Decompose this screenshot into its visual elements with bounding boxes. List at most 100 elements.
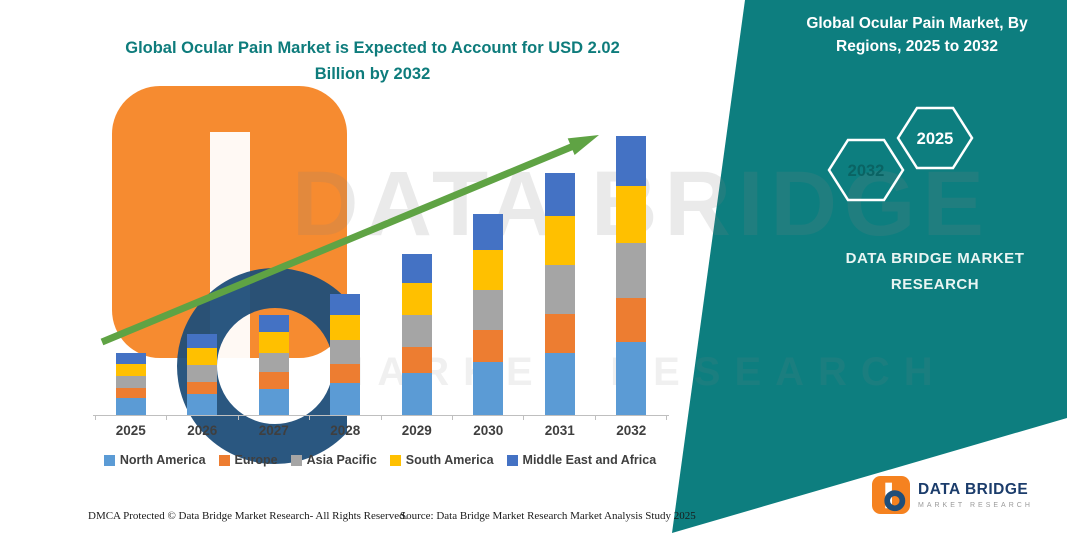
- legend-swatch: [218, 454, 230, 466]
- segment-north-america: [544, 353, 575, 415]
- x-axis-label-2030: 2030: [473, 423, 504, 438]
- segment-south-america: [616, 186, 647, 243]
- legend-label: North America: [119, 453, 206, 467]
- bar-slot-2028: [310, 294, 382, 415]
- segment-europe: [473, 330, 504, 362]
- x-axis-label-2027: 2027: [258, 423, 289, 438]
- segment-middle-east-and-africa: [330, 294, 361, 315]
- hexagon-2032: [827, 138, 905, 202]
- segment-middle-east-and-africa: [473, 214, 504, 250]
- year-hexagons: 2032 2025: [827, 106, 974, 202]
- legend-item-middle-east-and-africa: Middle East and Africa: [506, 453, 657, 467]
- right-panel-brand: DATA BRIDGE MARKET RESEARCH: [818, 246, 1052, 299]
- stacked-bar-2029: [401, 254, 432, 415]
- bar-slot-2031: [524, 173, 596, 415]
- segment-europe: [544, 314, 575, 353]
- footer-source-text: Source: Data Bridge Market Research Mark…: [400, 510, 696, 522]
- axis-tick: [309, 415, 380, 420]
- segment-asia-pacific: [401, 315, 432, 347]
- segment-europe: [258, 372, 289, 389]
- legend-swatch: [103, 454, 115, 466]
- segment-middle-east-and-africa: [401, 254, 432, 283]
- segment-north-america: [616, 342, 647, 415]
- segment-north-america: [473, 362, 504, 415]
- legend-swatch: [506, 454, 518, 466]
- stacked-bar-2031: [544, 173, 575, 415]
- legend-item-asia-pacific: Asia Pacific: [290, 453, 377, 467]
- x-axis-label-2026: 2026: [187, 423, 218, 438]
- bar-slot-2025: [95, 353, 167, 415]
- axis-tick: [166, 415, 237, 420]
- x-axis-label-2031: 2031: [544, 423, 575, 438]
- stacked-bar-2027: [258, 315, 289, 415]
- segment-south-america: [544, 216, 575, 265]
- segment-europe: [115, 388, 146, 398]
- axis-tick: [95, 415, 166, 420]
- x-axis-label-2028: 2028: [330, 423, 361, 438]
- chart-title: Global Ocular Pain Market is Expected to…: [125, 39, 620, 83]
- legend-label: Middle East and Africa: [522, 453, 657, 467]
- segment-south-america: [187, 348, 218, 365]
- segment-middle-east-and-africa: [616, 136, 647, 186]
- segment-south-america: [330, 315, 361, 340]
- footer-brand-tagline: MARKET RESEARCH: [918, 502, 1033, 509]
- stacked-bar-2026: [187, 334, 218, 415]
- segment-north-america: [258, 389, 289, 415]
- segment-south-america: [473, 250, 504, 290]
- segment-middle-east-and-africa: [258, 315, 289, 332]
- x-axis-label-2029: 2029: [401, 423, 432, 438]
- hexagon-2025: [896, 106, 974, 170]
- axis-tick: [523, 415, 594, 420]
- bar-slot-2029: [381, 254, 453, 415]
- segment-europe: [330, 364, 361, 383]
- stacked-bar-2025: [115, 353, 146, 415]
- x-axis-labels: 2025 2026 2027 2028 2029 2030 2031 2032: [95, 423, 667, 438]
- right-panel-heading: Global Ocular Pain Market, By Regions, 2…: [806, 15, 1028, 56]
- axis-tick: [380, 415, 452, 420]
- legend-label: Europe: [234, 453, 278, 467]
- bar-slot-2032: [596, 136, 668, 415]
- segment-asia-pacific: [115, 376, 146, 388]
- x-axis-label-2025: 2025: [115, 423, 146, 438]
- legend-swatch: [290, 454, 302, 466]
- bar-slot-2026: [167, 334, 239, 415]
- bar-chart-plot: [95, 115, 667, 415]
- segment-europe: [401, 347, 432, 373]
- brand-line2: RESEARCH: [890, 276, 980, 294]
- segment-north-america: [115, 398, 146, 415]
- bar-slot-2027: [238, 315, 310, 415]
- footer-brand-logo: DATA BRIDGE MARKET RESEARCH: [872, 476, 1033, 514]
- hexagon-year-front: 2025: [917, 130, 954, 148]
- data-bridge-logo-icon: [872, 476, 910, 514]
- stacked-bar-2028: [330, 294, 361, 415]
- legend-swatch: [389, 454, 401, 466]
- x-axis-label-2032: 2032: [616, 423, 647, 438]
- chart-legend: North America Europe Asia Pacific South Ame…: [80, 453, 680, 467]
- legend-label: South America: [405, 453, 494, 467]
- stacked-bar-2032: [616, 136, 647, 415]
- legend-label: Asia Pacific: [306, 453, 377, 467]
- footer-dmca-text: DMCA Protected © Data Bridge Market Rese…: [88, 510, 408, 522]
- segment-north-america: [401, 373, 432, 415]
- legend-item-north-america: North America: [103, 453, 206, 467]
- footer-brand-text: DATA BRIDGE MARKET RESEARCH: [918, 481, 1033, 509]
- segment-north-america: [330, 383, 361, 415]
- segment-south-america: [401, 283, 432, 315]
- segment-asia-pacific: [330, 340, 361, 364]
- segment-asia-pacific: [544, 265, 575, 314]
- segment-asia-pacific: [187, 365, 218, 382]
- axis-tick: [237, 415, 309, 420]
- brand-line1: DATA BRIDGE MARKET: [845, 250, 1025, 267]
- segment-europe: [616, 298, 647, 342]
- axis-tick: [594, 415, 667, 420]
- segment-south-america: [115, 364, 146, 376]
- bar-slot-2030: [453, 214, 525, 415]
- segment-asia-pacific: [473, 290, 504, 330]
- axis-tick: [451, 415, 523, 420]
- trend-arrow: [100, 135, 599, 346]
- hexagon-year-back: 2032: [848, 162, 885, 180]
- legend-item-europe: Europe: [218, 453, 278, 467]
- legend-item-south-america: South America: [389, 453, 494, 467]
- stacked-bar-2030: [473, 214, 504, 415]
